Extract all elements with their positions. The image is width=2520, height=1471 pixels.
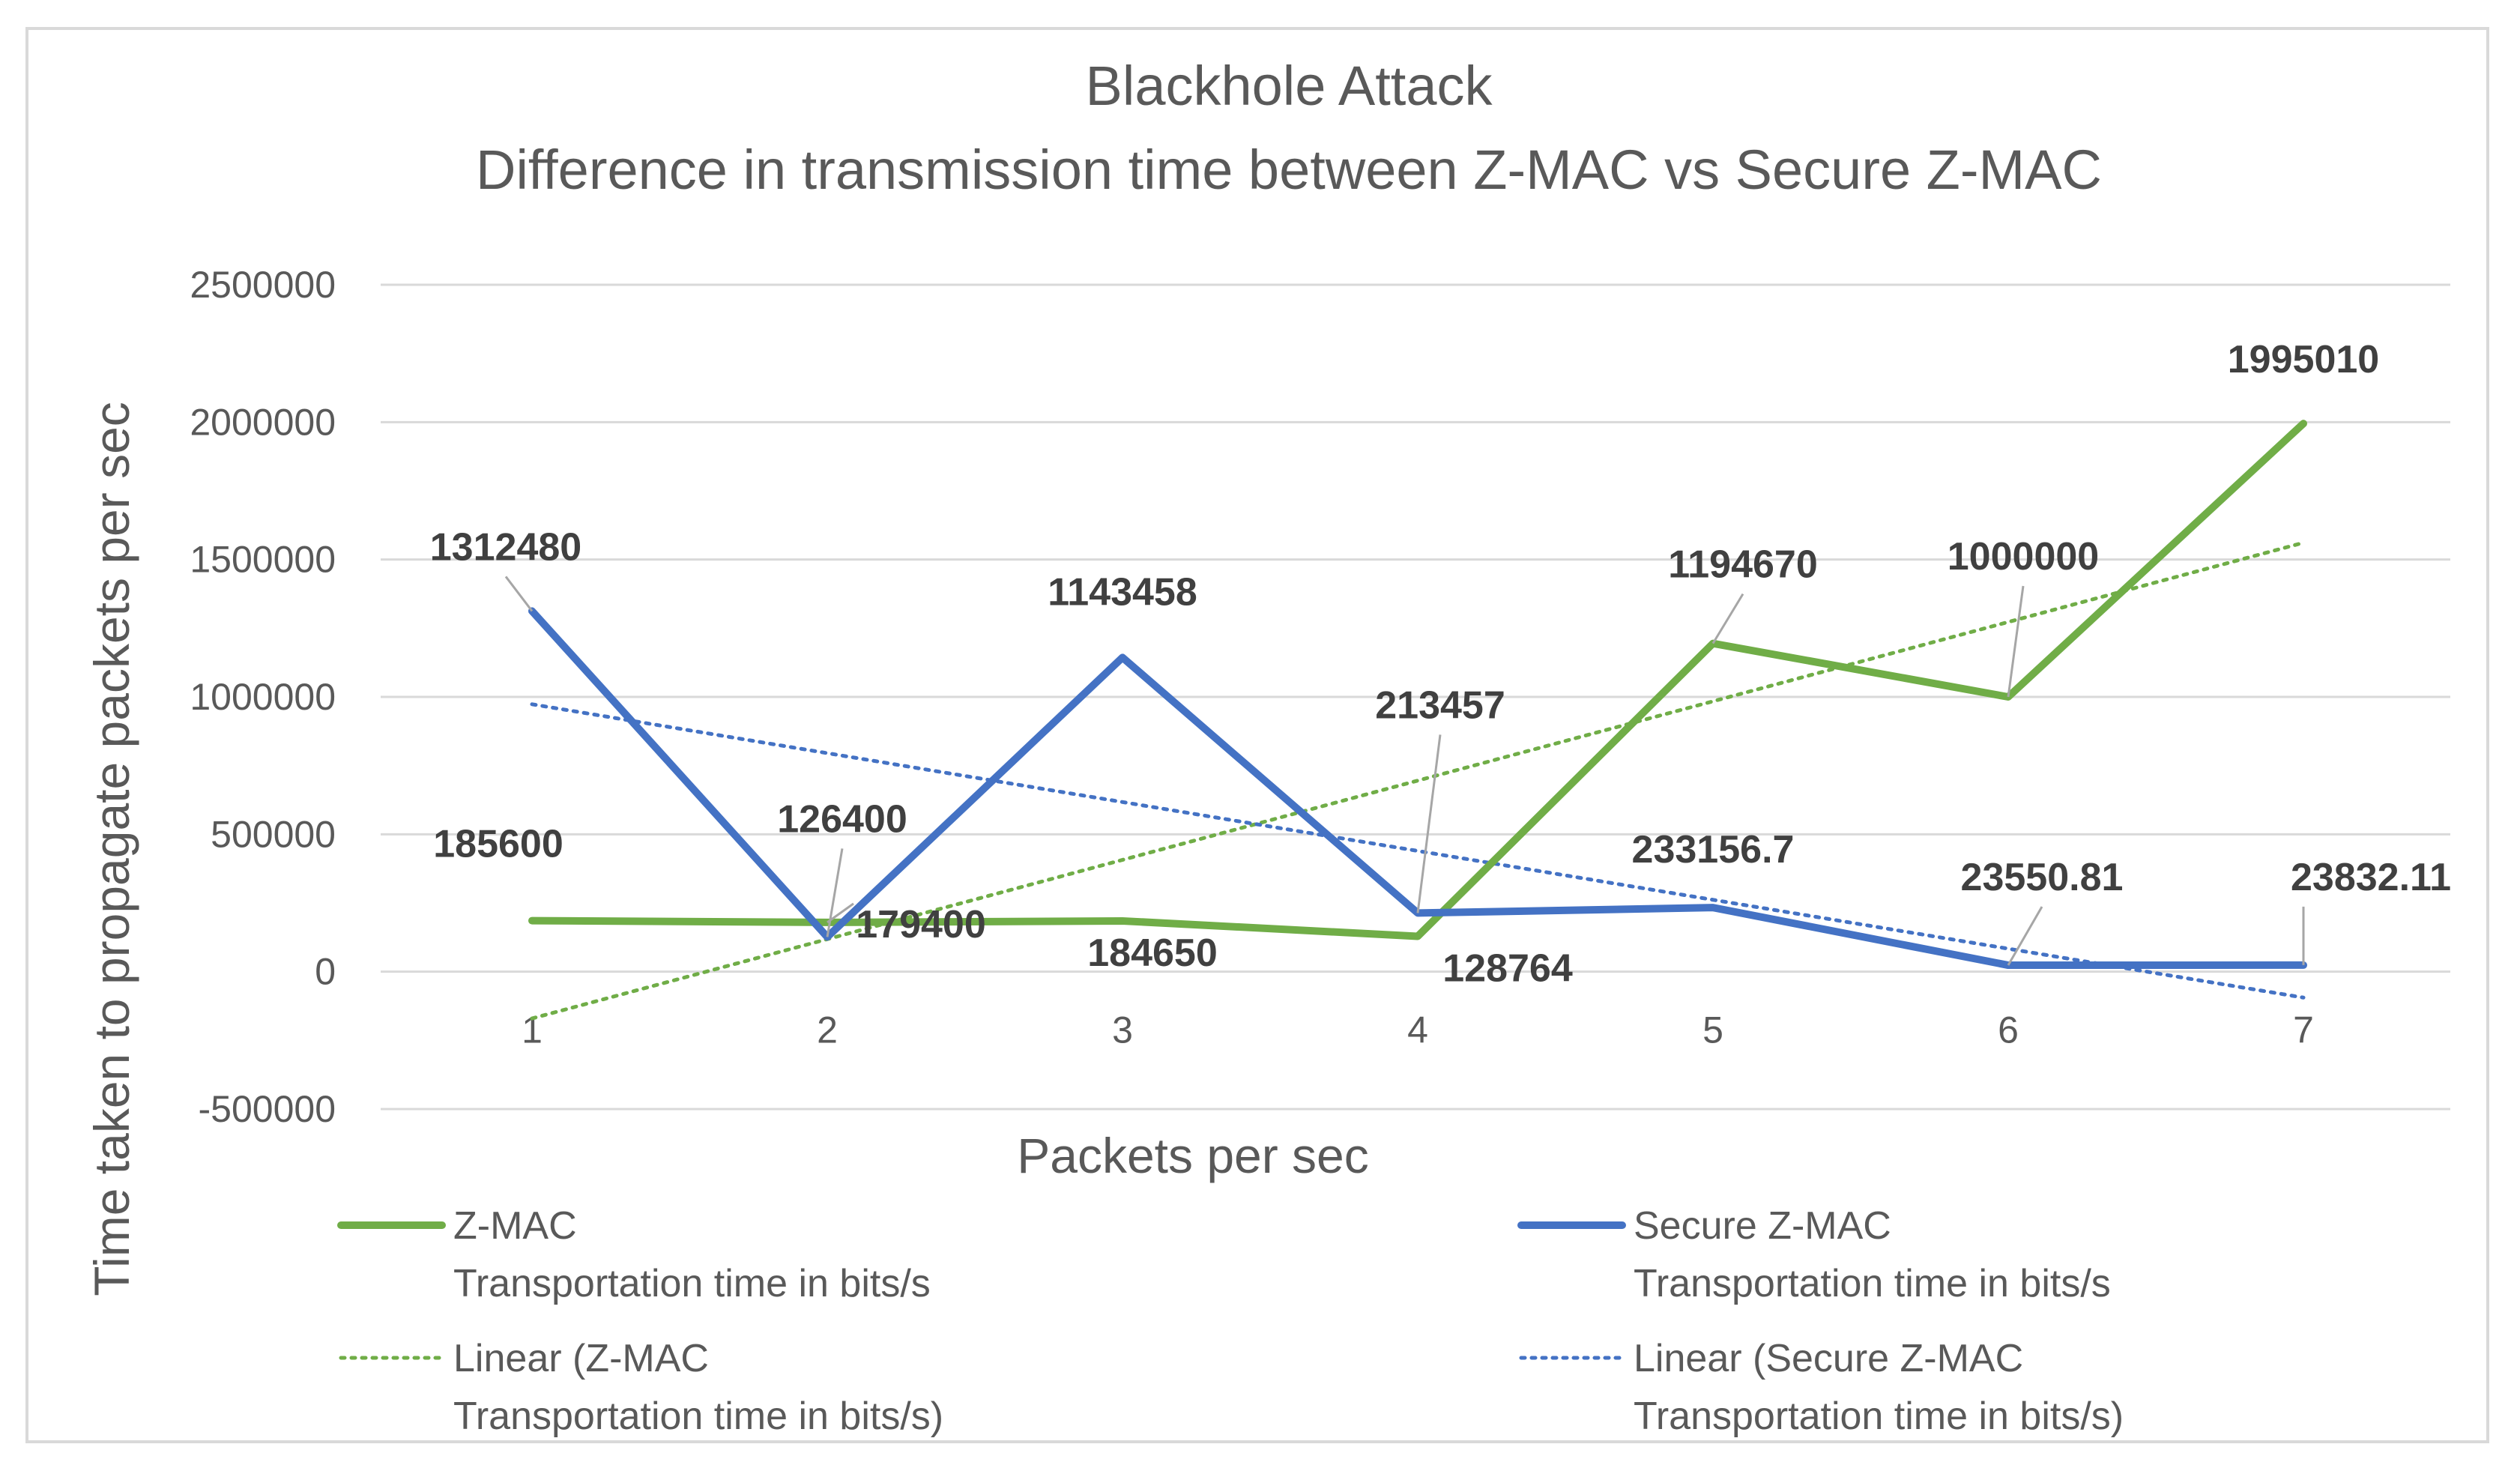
data-label: 23550.81 xyxy=(1961,856,2124,899)
chart-subtitle: Difference in transmission time between … xyxy=(476,139,2102,201)
label-leader xyxy=(1416,734,1442,913)
legend-label-line2: Transportation time in bits/s xyxy=(453,1262,931,1305)
x-tick-label: 4 xyxy=(1407,1009,1428,1051)
y-axis-ticks: 2500000 2000000 1500000 1000000 500000 0 -5000… xyxy=(190,264,336,1130)
y-tick-label: 1000000 xyxy=(190,676,336,718)
data-label: 184650 xyxy=(1087,931,1218,975)
legend-label: Secure Z-MAC xyxy=(1634,1204,1891,1248)
x-axis-ticks: 1 2 3 4 5 6 7 xyxy=(522,1009,2314,1051)
data-label: 1312480 xyxy=(430,525,581,569)
data-label: 1194670 xyxy=(1668,543,1818,587)
data-label: 233156.7 xyxy=(1632,828,1795,872)
label-leader xyxy=(1711,593,1744,644)
legend-label-line2: Transportation time in bits/s) xyxy=(453,1395,943,1438)
data-label: 1143458 xyxy=(1048,570,1197,614)
legend-item: Z-MAC Transportation time in bits/s xyxy=(337,1204,931,1305)
y-tick-label: -500000 xyxy=(199,1088,336,1130)
x-tick-label: 3 xyxy=(1112,1009,1133,1051)
trendline xyxy=(530,540,2306,1021)
data-label: 179400 xyxy=(856,903,986,946)
data-label: 126400 xyxy=(777,797,907,841)
trendline xyxy=(530,702,2306,1000)
y-tick-label: 2500000 xyxy=(190,264,336,306)
legend-item: Secure Z-MAC Transportation time in bits/… xyxy=(1517,1204,2111,1305)
gridlines xyxy=(381,283,2450,1111)
legend-item: Linear (Secure Z-MAC Transportation time … xyxy=(1519,1337,2124,1438)
label-leader xyxy=(2007,585,2025,698)
legend-label: Linear (Secure Z-MAC xyxy=(1634,1337,2023,1380)
chart-frame xyxy=(25,27,2489,1443)
data-label: 1995010 xyxy=(2228,338,2379,381)
legend-label: Z-MAC xyxy=(453,1204,577,1248)
x-tick-label: 1 xyxy=(522,1009,543,1051)
x-tick-label: 6 xyxy=(1998,1009,2019,1051)
data-label: 185600 xyxy=(433,823,563,866)
x-axis-title: Packets per sec xyxy=(1017,1128,1369,1183)
x-tick-label: 5 xyxy=(1702,1009,1723,1051)
legend-label-line2: Transportation time in bits/s xyxy=(1634,1262,2111,1305)
label-leader xyxy=(827,902,854,924)
data-label: 23832.11 xyxy=(2291,856,2451,899)
y-tick-label: 500000 xyxy=(211,813,336,855)
label-leader-lines xyxy=(504,576,2305,966)
data-label: 1000000 xyxy=(1948,535,2099,579)
y-axis-title: Time taken to propagate packets per sec xyxy=(84,402,139,1296)
y-tick-label: 1500000 xyxy=(190,539,336,581)
chart-title: Blackhole Attack xyxy=(1086,55,1493,117)
legend-label: Linear (Z-MAC xyxy=(453,1337,709,1380)
x-tick-label: 7 xyxy=(2293,1009,2314,1051)
data-label: 213457 xyxy=(1375,683,1505,727)
legend-item: Linear (Z-MAC Transportation time in bits… xyxy=(339,1337,943,1438)
data-label: 128764 xyxy=(1442,946,1573,990)
x-tick-label: 2 xyxy=(817,1009,838,1051)
y-tick-label: 0 xyxy=(315,951,336,993)
trendlines xyxy=(530,540,2306,1021)
label-leader xyxy=(826,848,844,937)
label-leader xyxy=(504,576,534,612)
legend-label-line2: Transportation time in bits/s) xyxy=(1634,1395,2124,1438)
data-labels: 185600 179400 184650 128764 1194670 1000000 19… xyxy=(430,338,2451,990)
label-leader xyxy=(2007,906,2043,966)
y-tick-label: 2000000 xyxy=(190,401,336,443)
